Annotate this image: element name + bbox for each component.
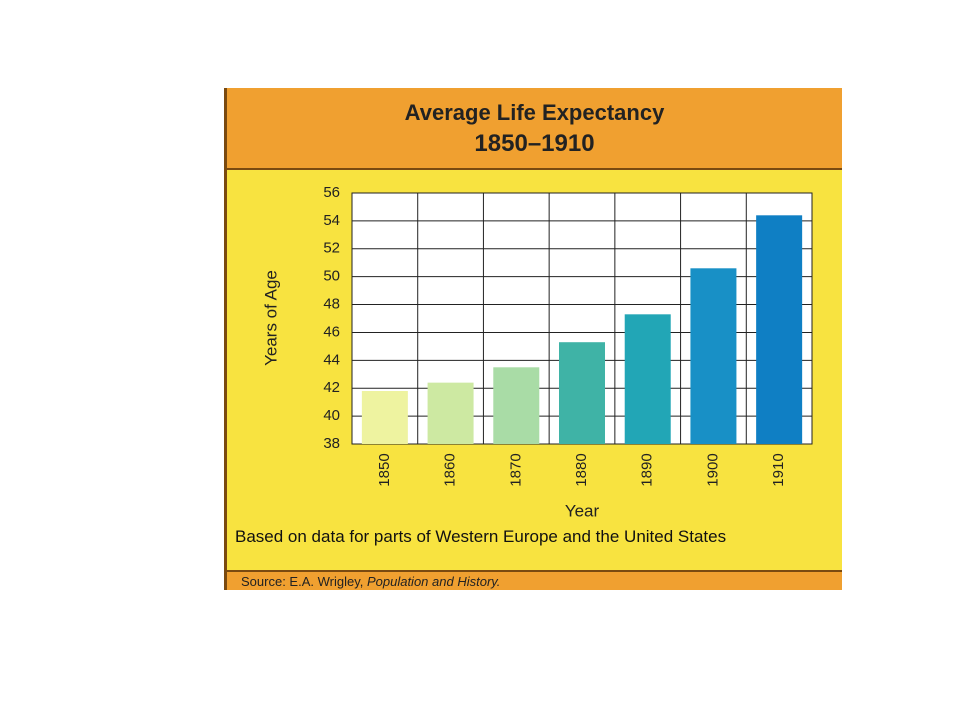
x-tick-label: 1870 — [507, 453, 524, 486]
x-tick-label: 1850 — [376, 453, 393, 486]
y-tick-label: 50 — [323, 268, 340, 285]
chart-subtitle: 1850–1910 — [474, 130, 595, 157]
bar — [427, 382, 474, 444]
x-tick-label: 1890 — [639, 453, 656, 486]
y-tick-label: 48 — [323, 296, 340, 313]
y-tick-label: 56 — [323, 184, 340, 201]
x-tick-label: 1880 — [573, 453, 590, 486]
y-tick-label: 40 — [323, 407, 340, 424]
bar — [690, 268, 737, 444]
y-axis-label: Years of Age — [261, 270, 280, 366]
y-tick-label: 44 — [323, 351, 340, 368]
bar — [361, 391, 408, 444]
note: Based on data for parts of Western Europ… — [235, 527, 727, 546]
x-tick-label: 1900 — [704, 453, 721, 486]
x-tick-label: 1910 — [770, 453, 787, 486]
x-tick-label: 1860 — [442, 453, 459, 486]
x-axis-label: Year — [565, 501, 600, 520]
y-tick-label: 52 — [323, 240, 340, 257]
bar — [756, 215, 803, 444]
bar — [559, 342, 605, 444]
source-work: Population and History. — [366, 574, 501, 589]
source: Source: E.A. Wrigley, Population and His… — [227, 570, 842, 590]
y-tick-label: 46 — [323, 323, 340, 340]
header: Average Life Expectancy 1850–1910 — [227, 88, 842, 170]
bar — [493, 367, 540, 444]
y-tick-label: 38 — [323, 435, 340, 452]
source-label: Source: E.A. Wrigley, — [241, 574, 364, 589]
chart-title: Average Life Expectancy — [404, 100, 665, 125]
y-tick-label: 42 — [323, 379, 340, 396]
bar — [624, 314, 671, 444]
y-tick-label: 54 — [323, 212, 340, 229]
